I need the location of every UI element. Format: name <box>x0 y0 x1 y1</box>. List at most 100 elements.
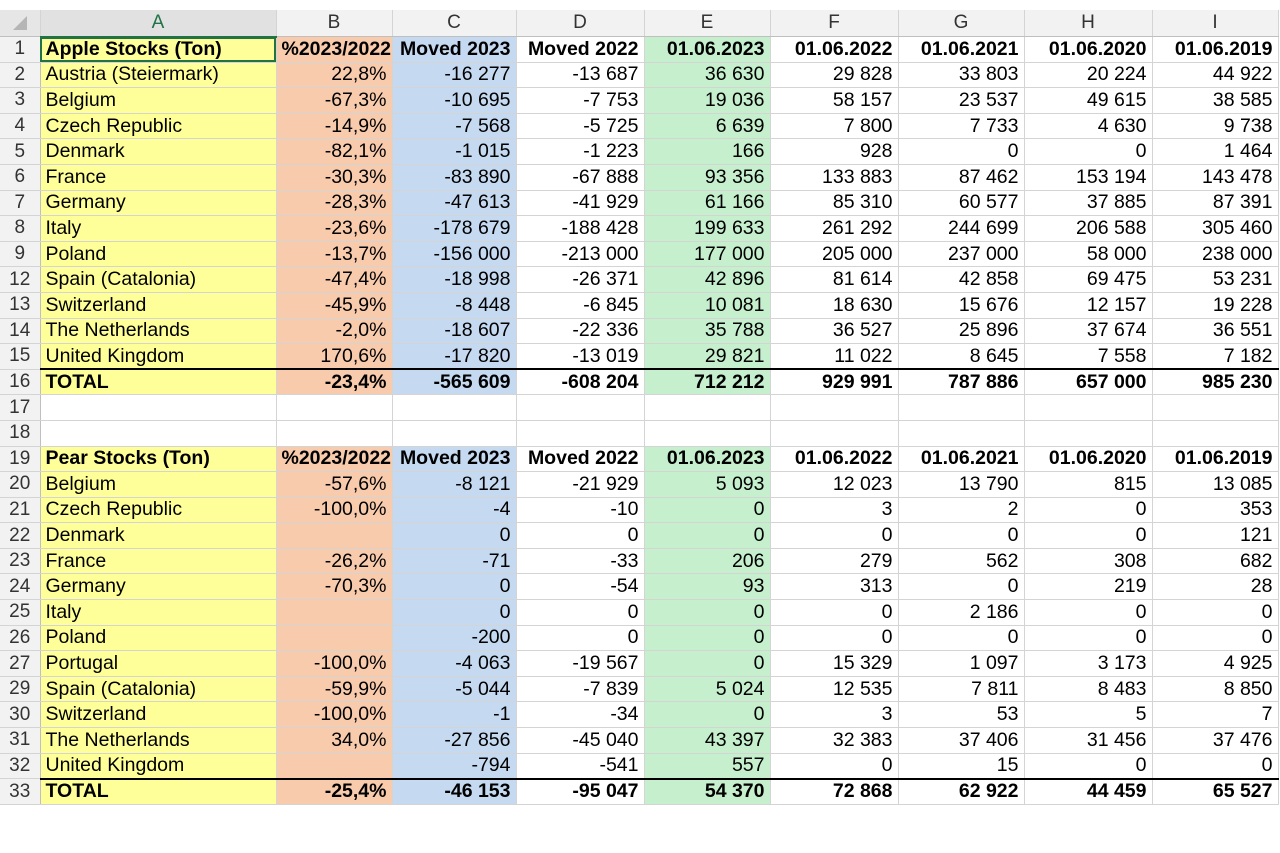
cell-a26[interactable]: Poland <box>40 625 277 652</box>
cell-e15[interactable]: 29 821 <box>644 343 771 370</box>
cell-c13[interactable]: -8 448 <box>392 292 517 319</box>
cell-b22[interactable] <box>276 522 393 549</box>
cell-i18[interactable] <box>1152 420 1279 447</box>
cell-g12[interactable]: 42 858 <box>898 266 1025 293</box>
cell-d16[interactable]: -608 204 <box>516 368 645 396</box>
cell-c3[interactable]: -10 695 <box>392 87 517 114</box>
cell-e20[interactable]: 5 093 <box>644 471 771 498</box>
cell-h26[interactable]: 0 <box>1024 625 1153 652</box>
cell-e9[interactable]: 177 000 <box>644 241 771 268</box>
cell-g29[interactable]: 7 811 <box>898 676 1025 703</box>
row-header-21[interactable]: 21 <box>0 497 41 524</box>
row-header-12[interactable]: 12 <box>0 266 41 293</box>
cell-i13[interactable]: 19 228 <box>1152 292 1279 319</box>
cell-d9[interactable]: -213 000 <box>516 241 645 268</box>
cell-g33[interactable]: 62 922 <box>898 777 1025 805</box>
cell-g15[interactable]: 8 645 <box>898 343 1025 370</box>
cell-b19[interactable]: %2023/2022 <box>276 446 393 473</box>
cell-g32[interactable]: 15 <box>898 753 1025 780</box>
cell-i31[interactable]: 37 476 <box>1152 727 1279 754</box>
row-header-20[interactable]: 20 <box>0 471 41 498</box>
cell-h9[interactable]: 58 000 <box>1024 241 1153 268</box>
cell-i22[interactable]: 121 <box>1152 522 1279 549</box>
cell-g8[interactable]: 244 699 <box>898 215 1025 242</box>
cell-e27[interactable]: 0 <box>644 650 771 677</box>
cell-d8[interactable]: -188 428 <box>516 215 645 242</box>
cell-b5[interactable]: -82,1% <box>276 138 393 165</box>
cell-h17[interactable] <box>1024 394 1153 421</box>
cell-c32[interactable]: -794 <box>392 753 517 780</box>
cell-h1[interactable]: 01.06.2020 <box>1024 36 1153 63</box>
cell-f23[interactable]: 279 <box>770 548 899 575</box>
cell-f32[interactable]: 0 <box>770 753 899 780</box>
cell-h29[interactable]: 8 483 <box>1024 676 1153 703</box>
cell-e32[interactable]: 557 <box>644 753 771 780</box>
cell-b33[interactable]: -25,4% <box>276 777 393 805</box>
cell-a25[interactable]: Italy <box>40 599 277 626</box>
cell-i16[interactable]: 985 230 <box>1152 368 1279 396</box>
cell-f24[interactable]: 313 <box>770 573 899 601</box>
cell-b12[interactable]: -47,4% <box>276 266 393 293</box>
column-header-e[interactable]: E <box>644 10 771 37</box>
cell-f4[interactable]: 7 800 <box>770 113 899 140</box>
cell-f15[interactable]: 11 022 <box>770 343 899 370</box>
cell-i19[interactable]: 01.06.2019 <box>1152 446 1279 473</box>
cell-c4[interactable]: -7 568 <box>392 113 517 140</box>
cell-b27[interactable]: -100,0% <box>276 650 393 677</box>
cell-c14[interactable]: -18 607 <box>392 318 517 345</box>
cell-c31[interactable]: -27 856 <box>392 727 517 754</box>
cell-i24[interactable]: 28 <box>1152 573 1279 601</box>
cell-i29[interactable]: 8 850 <box>1152 676 1279 703</box>
cell-c30[interactable]: -1 <box>392 701 517 729</box>
cell-e7[interactable]: 61 166 <box>644 190 771 217</box>
cell-h2[interactable]: 20 224 <box>1024 62 1153 89</box>
cell-g13[interactable]: 15 676 <box>898 292 1025 319</box>
cell-c26[interactable]: -200 <box>392 625 517 652</box>
cell-f13[interactable]: 18 630 <box>770 292 899 319</box>
cell-a24[interactable]: Germany <box>40 573 277 601</box>
cell-h15[interactable]: 7 558 <box>1024 343 1153 370</box>
row-header-26[interactable]: 26 <box>0 625 41 652</box>
cell-i30[interactable]: 7 <box>1152 701 1279 729</box>
row-header-24[interactable]: 24 <box>0 573 41 601</box>
cell-i6[interactable]: 143 478 <box>1152 164 1279 191</box>
cell-h6[interactable]: 153 194 <box>1024 164 1153 191</box>
cell-a31[interactable]: The Netherlands <box>40 727 277 754</box>
cell-b2[interactable]: 22,8% <box>276 62 393 89</box>
cell-e17[interactable] <box>644 394 771 421</box>
row-header-19[interactable]: 19 <box>0 446 41 473</box>
cell-c9[interactable]: -156 000 <box>392 241 517 268</box>
cell-f6[interactable]: 133 883 <box>770 164 899 191</box>
cell-f20[interactable]: 12 023 <box>770 471 899 498</box>
cell-i27[interactable]: 4 925 <box>1152 650 1279 677</box>
cell-e12[interactable]: 42 896 <box>644 266 771 293</box>
cell-b13[interactable]: -45,9% <box>276 292 393 319</box>
cell-g1[interactable]: 01.06.2021 <box>898 36 1025 63</box>
cell-b23[interactable]: -26,2% <box>276 548 393 575</box>
cell-h3[interactable]: 49 615 <box>1024 87 1153 114</box>
cell-f19[interactable]: 01.06.2022 <box>770 446 899 473</box>
cell-i8[interactable]: 305 460 <box>1152 215 1279 242</box>
cell-a2[interactable]: Austria (Steiermark) <box>40 62 277 89</box>
cell-i33[interactable]: 65 527 <box>1152 777 1279 805</box>
cell-g4[interactable]: 7 733 <box>898 113 1025 140</box>
cell-g20[interactable]: 13 790 <box>898 471 1025 498</box>
cell-i2[interactable]: 44 922 <box>1152 62 1279 89</box>
row-header-8[interactable]: 8 <box>0 215 41 242</box>
cell-b20[interactable]: -57,6% <box>276 471 393 498</box>
row-header-2[interactable]: 2 <box>0 62 41 89</box>
cell-e22[interactable]: 0 <box>644 522 771 549</box>
cell-g22[interactable]: 0 <box>898 522 1025 549</box>
row-header-29[interactable]: 29 <box>0 676 41 703</box>
cell-d29[interactable]: -7 839 <box>516 676 645 703</box>
cell-f22[interactable]: 0 <box>770 522 899 549</box>
cell-b1[interactable]: %2023/2022 <box>276 36 393 63</box>
cell-i12[interactable]: 53 231 <box>1152 266 1279 293</box>
cell-a20[interactable]: Belgium <box>40 471 277 498</box>
cell-b21[interactable]: -100,0% <box>276 497 393 524</box>
cell-h4[interactable]: 4 630 <box>1024 113 1153 140</box>
cell-b29[interactable]: -59,9% <box>276 676 393 703</box>
cell-d7[interactable]: -41 929 <box>516 190 645 217</box>
cell-d20[interactable]: -21 929 <box>516 471 645 498</box>
cell-b9[interactable]: -13,7% <box>276 241 393 268</box>
